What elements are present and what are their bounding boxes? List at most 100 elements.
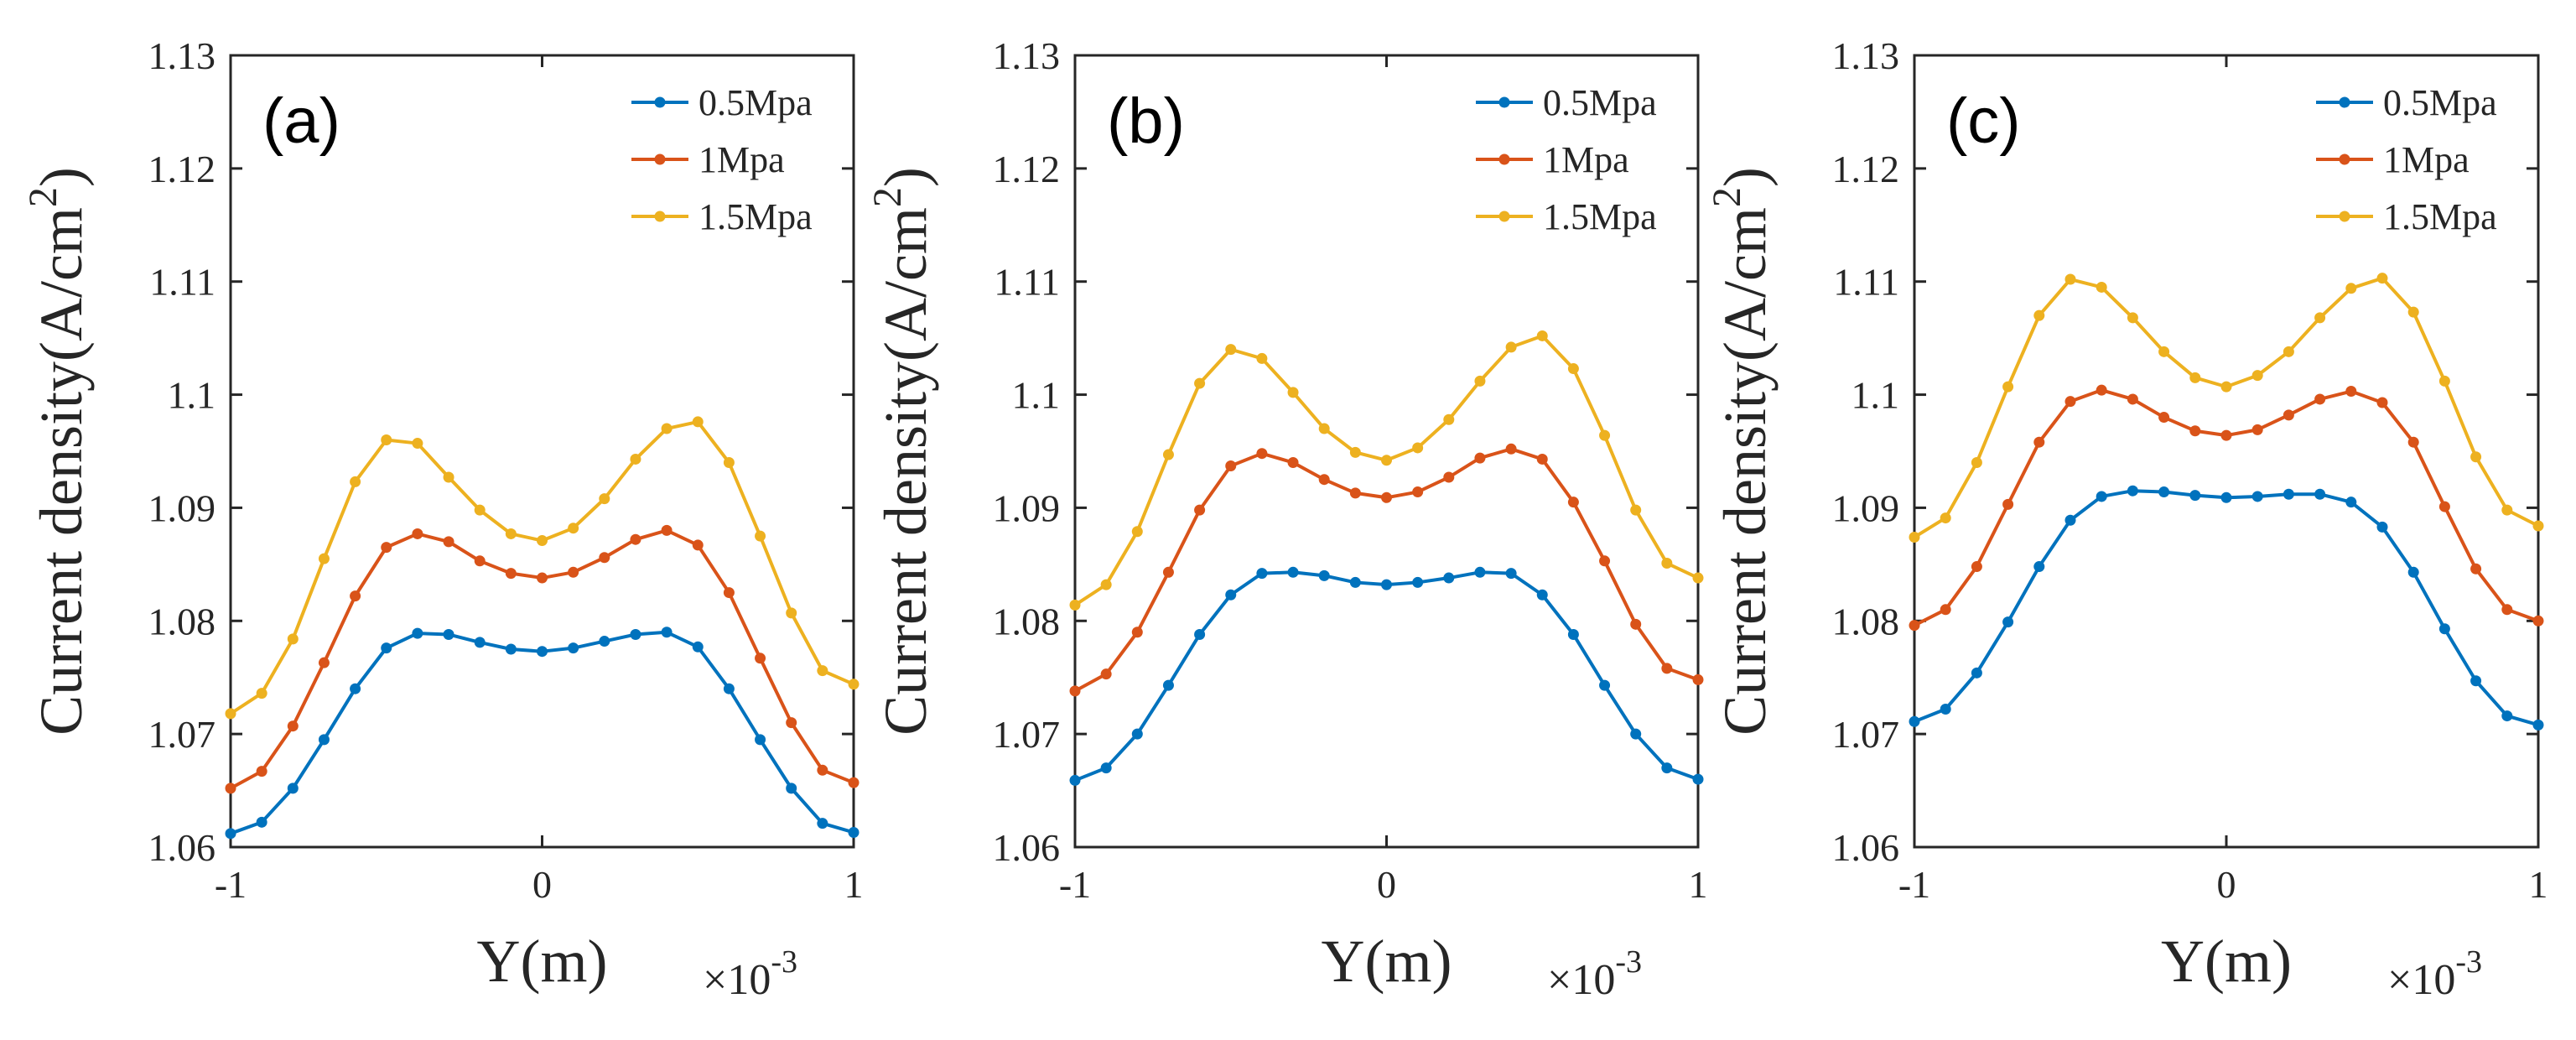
data-point — [755, 734, 766, 746]
data-point — [630, 533, 641, 545]
series-line — [1914, 489, 2539, 727]
data-point — [1131, 728, 1143, 740]
data-point — [848, 777, 860, 788]
y-axis-title-main: Current density(A/cm — [1711, 207, 1779, 736]
legend-entry: 1Mpa — [1476, 139, 1629, 180]
data-point — [2127, 485, 2138, 497]
y-tick-label: 1.13 — [1832, 34, 1900, 77]
data-point — [1971, 561, 1982, 573]
data-point — [2314, 312, 2326, 324]
legend-label: 1.5Mpa — [1543, 196, 1657, 237]
data-point — [537, 572, 548, 584]
series-0.5Mpa — [1069, 566, 1704, 786]
data-point — [443, 536, 454, 548]
y-tick-label: 1.13 — [148, 34, 216, 77]
data-point — [381, 434, 392, 446]
data-point — [1692, 773, 1704, 785]
data-point — [1599, 679, 1611, 691]
series-0.5Mpa — [225, 627, 860, 840]
data-point — [817, 764, 828, 776]
data-point — [505, 568, 517, 580]
data-point — [848, 826, 860, 838]
x-multiplier: ×10-3 — [2387, 944, 2482, 1004]
x-tick-label: 1 — [844, 863, 864, 906]
data-point — [568, 642, 579, 654]
data-point — [2314, 393, 2326, 405]
y-tick-label: 1.11 — [149, 261, 216, 304]
y-axis-title: Current density(A/cm2) — [21, 167, 95, 736]
legend-marker — [2339, 153, 2350, 165]
legend-marker — [2339, 96, 2350, 108]
x-tick-label: 0 — [2217, 863, 2236, 906]
data-point — [1412, 576, 1424, 588]
chart-panel-1: 1.06 1.07 1.08 1.09 1.1 1.11 1.12 1.13 -1 0 1 Y(m) ×… — [865, 34, 1708, 1004]
data-point — [661, 627, 673, 638]
data-point — [505, 643, 517, 655]
y-tick-label: 1.08 — [148, 600, 216, 642]
y-axis-title-close: ) — [872, 167, 939, 187]
legend-marker — [1498, 96, 1510, 108]
legend-marker — [2339, 211, 2350, 222]
x-tick-label: -1 — [215, 863, 247, 906]
data-point — [2158, 346, 2170, 357]
data-point — [2096, 281, 2107, 293]
x-tick-label: 1 — [2529, 863, 2548, 906]
data-point — [412, 528, 423, 539]
data-point — [755, 530, 766, 542]
x-multiplier-base: ×10 — [2387, 956, 2455, 1004]
data-point — [381, 642, 392, 654]
x-multiplier: ×10-3 — [703, 944, 797, 1004]
data-point — [2532, 719, 2544, 731]
data-point — [1412, 486, 1424, 498]
data-point — [1100, 668, 1112, 680]
y-tick-label: 1.07 — [148, 713, 216, 756]
x-axis-title: Y(m) — [477, 928, 608, 995]
y-tick-label: 1.13 — [993, 34, 1061, 77]
data-point — [225, 828, 236, 840]
data-point — [2033, 436, 2045, 448]
data-point — [1536, 330, 1548, 341]
data-point — [505, 528, 517, 539]
legend-entry: 0.5Mpa — [1476, 82, 1657, 123]
data-point — [1909, 620, 1920, 632]
data-point — [2438, 501, 2450, 512]
data-point — [1474, 566, 1486, 578]
y-tick-label: 1.07 — [993, 713, 1061, 756]
data-point — [2470, 675, 2482, 687]
data-point — [2283, 346, 2294, 357]
data-point — [2438, 623, 2450, 635]
data-point — [599, 493, 610, 505]
y-tick-label: 1.09 — [993, 486, 1061, 529]
data-point — [1940, 703, 1951, 715]
data-point — [2220, 429, 2232, 441]
panel-label: (b) — [1107, 86, 1185, 157]
data-point — [2096, 384, 2107, 396]
data-point — [2127, 393, 2138, 405]
x-multiplier-exponent: -3 — [1615, 944, 1642, 980]
x-multiplier-base: ×10 — [703, 956, 771, 1004]
series-1Mpa — [1069, 443, 1704, 697]
data-point — [2002, 616, 2014, 628]
data-point — [1567, 628, 1579, 640]
data-point — [755, 653, 766, 664]
data-point — [2033, 561, 2045, 573]
legend-label: 1Mpa — [1543, 139, 1629, 180]
series-line — [1074, 570, 1699, 783]
data-point — [2407, 306, 2419, 318]
data-point — [2438, 375, 2450, 387]
data-point — [568, 566, 579, 578]
data-point — [474, 637, 486, 648]
data-point — [1100, 762, 1112, 774]
y-axis-title-superscript: 2 — [865, 187, 910, 207]
x-tick-label: 1 — [1689, 863, 1708, 906]
data-point — [723, 683, 735, 694]
series-1.5Mpa — [225, 416, 860, 720]
data-point — [1940, 512, 1951, 524]
data-point — [318, 657, 330, 668]
data-point — [1505, 568, 1517, 580]
legend-label: 1Mpa — [699, 139, 785, 180]
data-point — [256, 816, 267, 828]
data-point — [661, 423, 673, 434]
data-point — [1630, 618, 1642, 630]
data-point — [287, 720, 299, 732]
